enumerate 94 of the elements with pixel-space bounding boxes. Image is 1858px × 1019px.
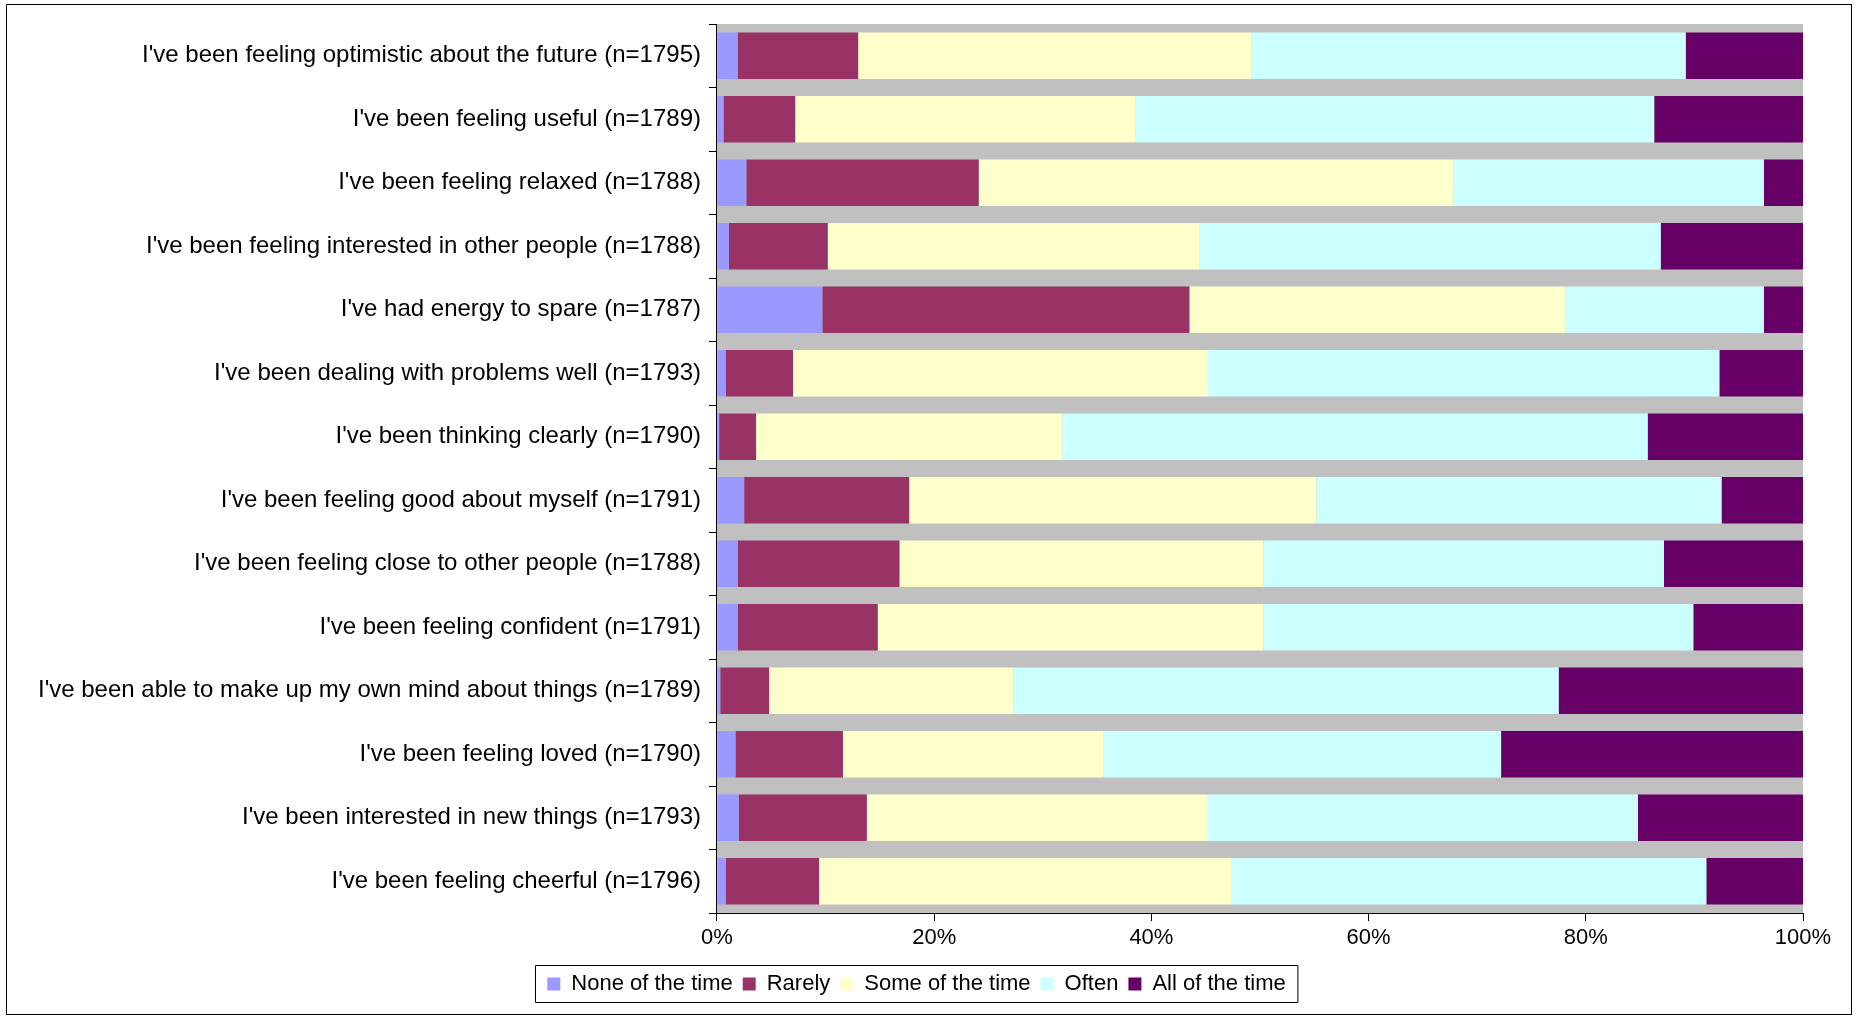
bar	[1231, 858, 1707, 905]
bar	[1719, 350, 1803, 397]
bar	[1663, 540, 1803, 587]
bar	[717, 794, 739, 841]
bar	[1199, 223, 1661, 270]
bar	[1453, 159, 1764, 206]
bar	[1685, 32, 1803, 79]
bar	[1135, 96, 1655, 143]
bar	[725, 350, 794, 397]
bar	[866, 794, 1208, 841]
x-tick-label: 100%	[1774, 924, 1832, 950]
bar	[737, 32, 859, 79]
bar	[717, 350, 726, 397]
bar	[1316, 477, 1722, 524]
bar	[717, 32, 738, 79]
legend-label: None of the time	[571, 970, 733, 996]
y-tick-label: I've been feeling close to other people (n=1788)	[194, 548, 701, 576]
x-tick-label: 40%	[1129, 924, 1174, 950]
x-tick-label: 80%	[1563, 924, 1608, 950]
bar	[795, 96, 1136, 143]
y-tick-label: I've been thinking clearly (n=1790)	[335, 421, 701, 449]
bar	[1647, 413, 1803, 460]
bar	[728, 223, 828, 270]
bar	[717, 477, 745, 524]
bar	[746, 159, 979, 206]
bar	[723, 96, 796, 143]
y-tick-label: I've been able to make up my own mind about things (n=1789)	[37, 675, 701, 703]
bar	[769, 667, 1014, 714]
bar	[717, 540, 738, 587]
bar	[735, 731, 843, 778]
bar	[819, 858, 1232, 905]
bar	[909, 477, 1317, 524]
bar	[877, 604, 1264, 651]
y-tick-label: I've been feeling loved (n=1790)	[359, 738, 701, 766]
bar	[1565, 286, 1764, 333]
bar	[1637, 794, 1803, 841]
y-tick-label: I've been feeling interested in other people (n=1788)	[146, 230, 701, 258]
y-tick-label: I've been feeling good about myself (n=1791)	[220, 484, 701, 512]
bar	[899, 540, 1264, 587]
y-tick-label: I've been interested in new things (n=1793)	[242, 802, 701, 830]
bar	[717, 96, 724, 143]
bar	[744, 477, 910, 524]
bar	[1558, 667, 1803, 714]
bar	[737, 604, 878, 651]
bar	[719, 413, 757, 460]
bar	[717, 731, 736, 778]
bar	[1693, 604, 1803, 651]
bar	[1721, 477, 1803, 524]
bar	[1207, 794, 1638, 841]
y-tick-label: I've been feeling confident (n=1791)	[319, 611, 701, 639]
bar	[1501, 731, 1803, 778]
bar	[1263, 604, 1694, 651]
bar	[1660, 223, 1803, 270]
bar	[1706, 858, 1803, 905]
bar	[1263, 540, 1664, 587]
bar	[717, 223, 729, 270]
bar	[725, 858, 820, 905]
bar	[1251, 32, 1686, 79]
bar	[1763, 159, 1803, 206]
bar	[756, 413, 1063, 460]
bar	[1013, 667, 1559, 714]
bar	[717, 858, 726, 905]
bar	[717, 604, 738, 651]
y-tick-label: I've been feeling relaxed (n=1788)	[338, 167, 701, 195]
bar	[717, 159, 747, 206]
legend-label: All of the time	[1152, 970, 1286, 996]
bar	[1103, 731, 1502, 778]
y-tick-label: I've been feeling cheerful (n=1796)	[331, 865, 701, 893]
bar	[1654, 96, 1803, 143]
bar	[822, 286, 1190, 333]
x-tick-label: 60%	[1346, 924, 1391, 950]
bar	[717, 667, 721, 714]
legend-label: Rarely	[766, 970, 831, 996]
bar	[978, 159, 1454, 206]
x-tick-label: 20%	[912, 924, 957, 950]
bar	[1189, 286, 1566, 333]
bar	[717, 286, 823, 333]
y-tick-label: I've been feeling useful (n=1789)	[352, 103, 701, 131]
legend-label: Often	[1064, 970, 1119, 996]
bar	[1763, 286, 1803, 333]
bar	[858, 32, 1252, 79]
bar	[720, 667, 770, 714]
x-tick-label: 0%	[701, 924, 733, 950]
y-tick-label: I've been dealing with problems well (n=1793)	[214, 357, 701, 385]
bar	[842, 731, 1104, 778]
bar	[793, 350, 1208, 397]
bar	[827, 223, 1200, 270]
y-tick-label: I've been feeling optimistic about the future (n=1795)	[142, 40, 701, 68]
bar	[738, 794, 867, 841]
legend-label: Some of the time	[864, 970, 1031, 996]
bar	[737, 540, 900, 587]
y-tick-label: I've had energy to spare (n=1787)	[340, 294, 701, 322]
bar	[1207, 350, 1720, 397]
bar	[1062, 413, 1648, 460]
